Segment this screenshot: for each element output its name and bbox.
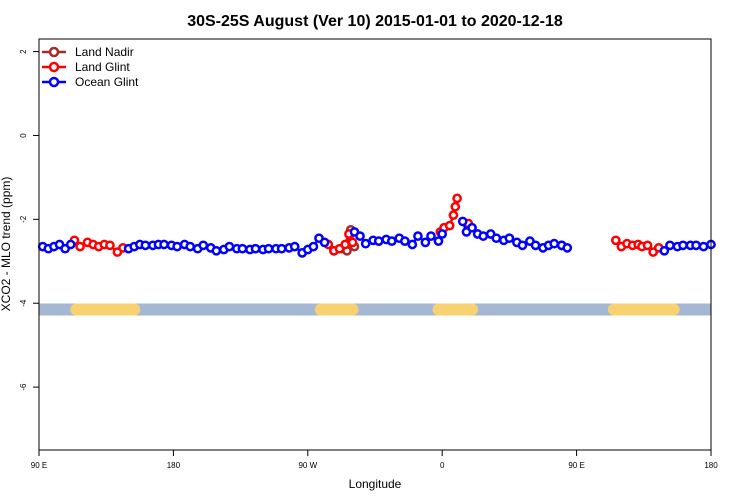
land-glint-point [452, 193, 462, 204]
ocean-glint-point [420, 237, 431, 248]
ocean-glint-point [289, 241, 300, 252]
land-glint-point [610, 235, 621, 246]
chart-title: 30S-25S August (Ver 10) 2015-01-01 to 20… [187, 13, 563, 30]
x-tick-label: 90 E [31, 461, 47, 470]
ocean-glint-point [237, 243, 248, 254]
ocean-glint-point [308, 241, 319, 252]
legend-label: Land Glint [75, 60, 130, 74]
ocean-glint-point [549, 238, 560, 249]
x-tick-label: 180 [167, 461, 181, 470]
series-layer [37, 193, 716, 258]
ocean-glint-point [400, 236, 410, 246]
ocean-glint-point [211, 245, 222, 256]
x-axis: 90 E 180 90 W 0 90 E 180 [31, 450, 718, 470]
legend-marker [48, 46, 60, 58]
ocean-glint-point [263, 243, 274, 254]
ocean-glint-point [678, 240, 688, 251]
legend-marker [48, 61, 60, 73]
land-glint-point [642, 240, 653, 251]
ocean-glint-point [386, 236, 397, 246]
legend-label: Land Nadir [75, 45, 134, 59]
ocean-glint-point [140, 240, 151, 251]
x-tick-label: 90 W [298, 461, 317, 470]
legend-label: Ocean Glint [75, 75, 139, 89]
ocean-glint-point [360, 238, 371, 249]
y-tick-label: -2 [19, 215, 28, 223]
ocean-glint-point [319, 237, 330, 248]
x-tick-label: 0 [440, 461, 445, 470]
x-axis-label: Longitude [349, 477, 402, 491]
land-glint-point [75, 241, 85, 252]
ocean-glint-point [467, 222, 477, 233]
x-tick-label: 180 [704, 461, 718, 470]
ocean-glint-point [437, 229, 448, 239]
ocean-glint-point [198, 240, 209, 251]
y-tick-label: -4 [19, 299, 28, 307]
ocean-glint-point [250, 243, 261, 254]
ocean-glint-point [562, 243, 573, 253]
land-glint-point [105, 240, 115, 251]
land-glint-point [448, 210, 459, 220]
ocean-glint-point [426, 231, 436, 241]
ocean-glint-point [517, 240, 528, 251]
land-glint-point [444, 220, 455, 231]
ocean-glint-point [224, 241, 235, 252]
ocean-glint-point [691, 240, 701, 251]
ocean-glint-point [407, 239, 418, 250]
ocean-glint-point [665, 240, 675, 251]
legend-marker [48, 76, 60, 88]
land-glint-point [347, 237, 358, 248]
ocean-glint-point [659, 245, 670, 256]
y-tick-label: -6 [19, 383, 28, 391]
y-axis-label: XCO2 - MLO trend (ppm) [0, 177, 13, 312]
y-tick-label: 0 [19, 133, 28, 138]
ocean-glint-point [491, 233, 502, 244]
ocean-glint-point [433, 236, 444, 246]
y-tick-label: 2 [19, 49, 28, 54]
ocean-glint-point [457, 216, 468, 227]
ocean-glint-point [530, 240, 541, 251]
ocean-glint-point [159, 239, 169, 250]
land-glint-point [450, 201, 461, 212]
ocean-glint-point [413, 231, 423, 241]
ocean-glint-point [373, 236, 384, 246]
ocean-glint-point [478, 231, 489, 241]
ocean-glint-point [172, 241, 182, 252]
ocean-glint-point [65, 239, 76, 250]
plot-area-frame [38, 38, 712, 451]
x-tick-label: 90 E [568, 461, 584, 470]
ocean-glint-point [698, 241, 709, 252]
ocean-glint-point [355, 231, 365, 241]
ocean-glint-point [276, 243, 287, 254]
ocean-glint-point [504, 233, 515, 244]
ocean-glint-point [185, 241, 196, 252]
y-axis: 2 0 -2 -4 -6 [19, 49, 39, 391]
land-glint-point [340, 239, 350, 250]
